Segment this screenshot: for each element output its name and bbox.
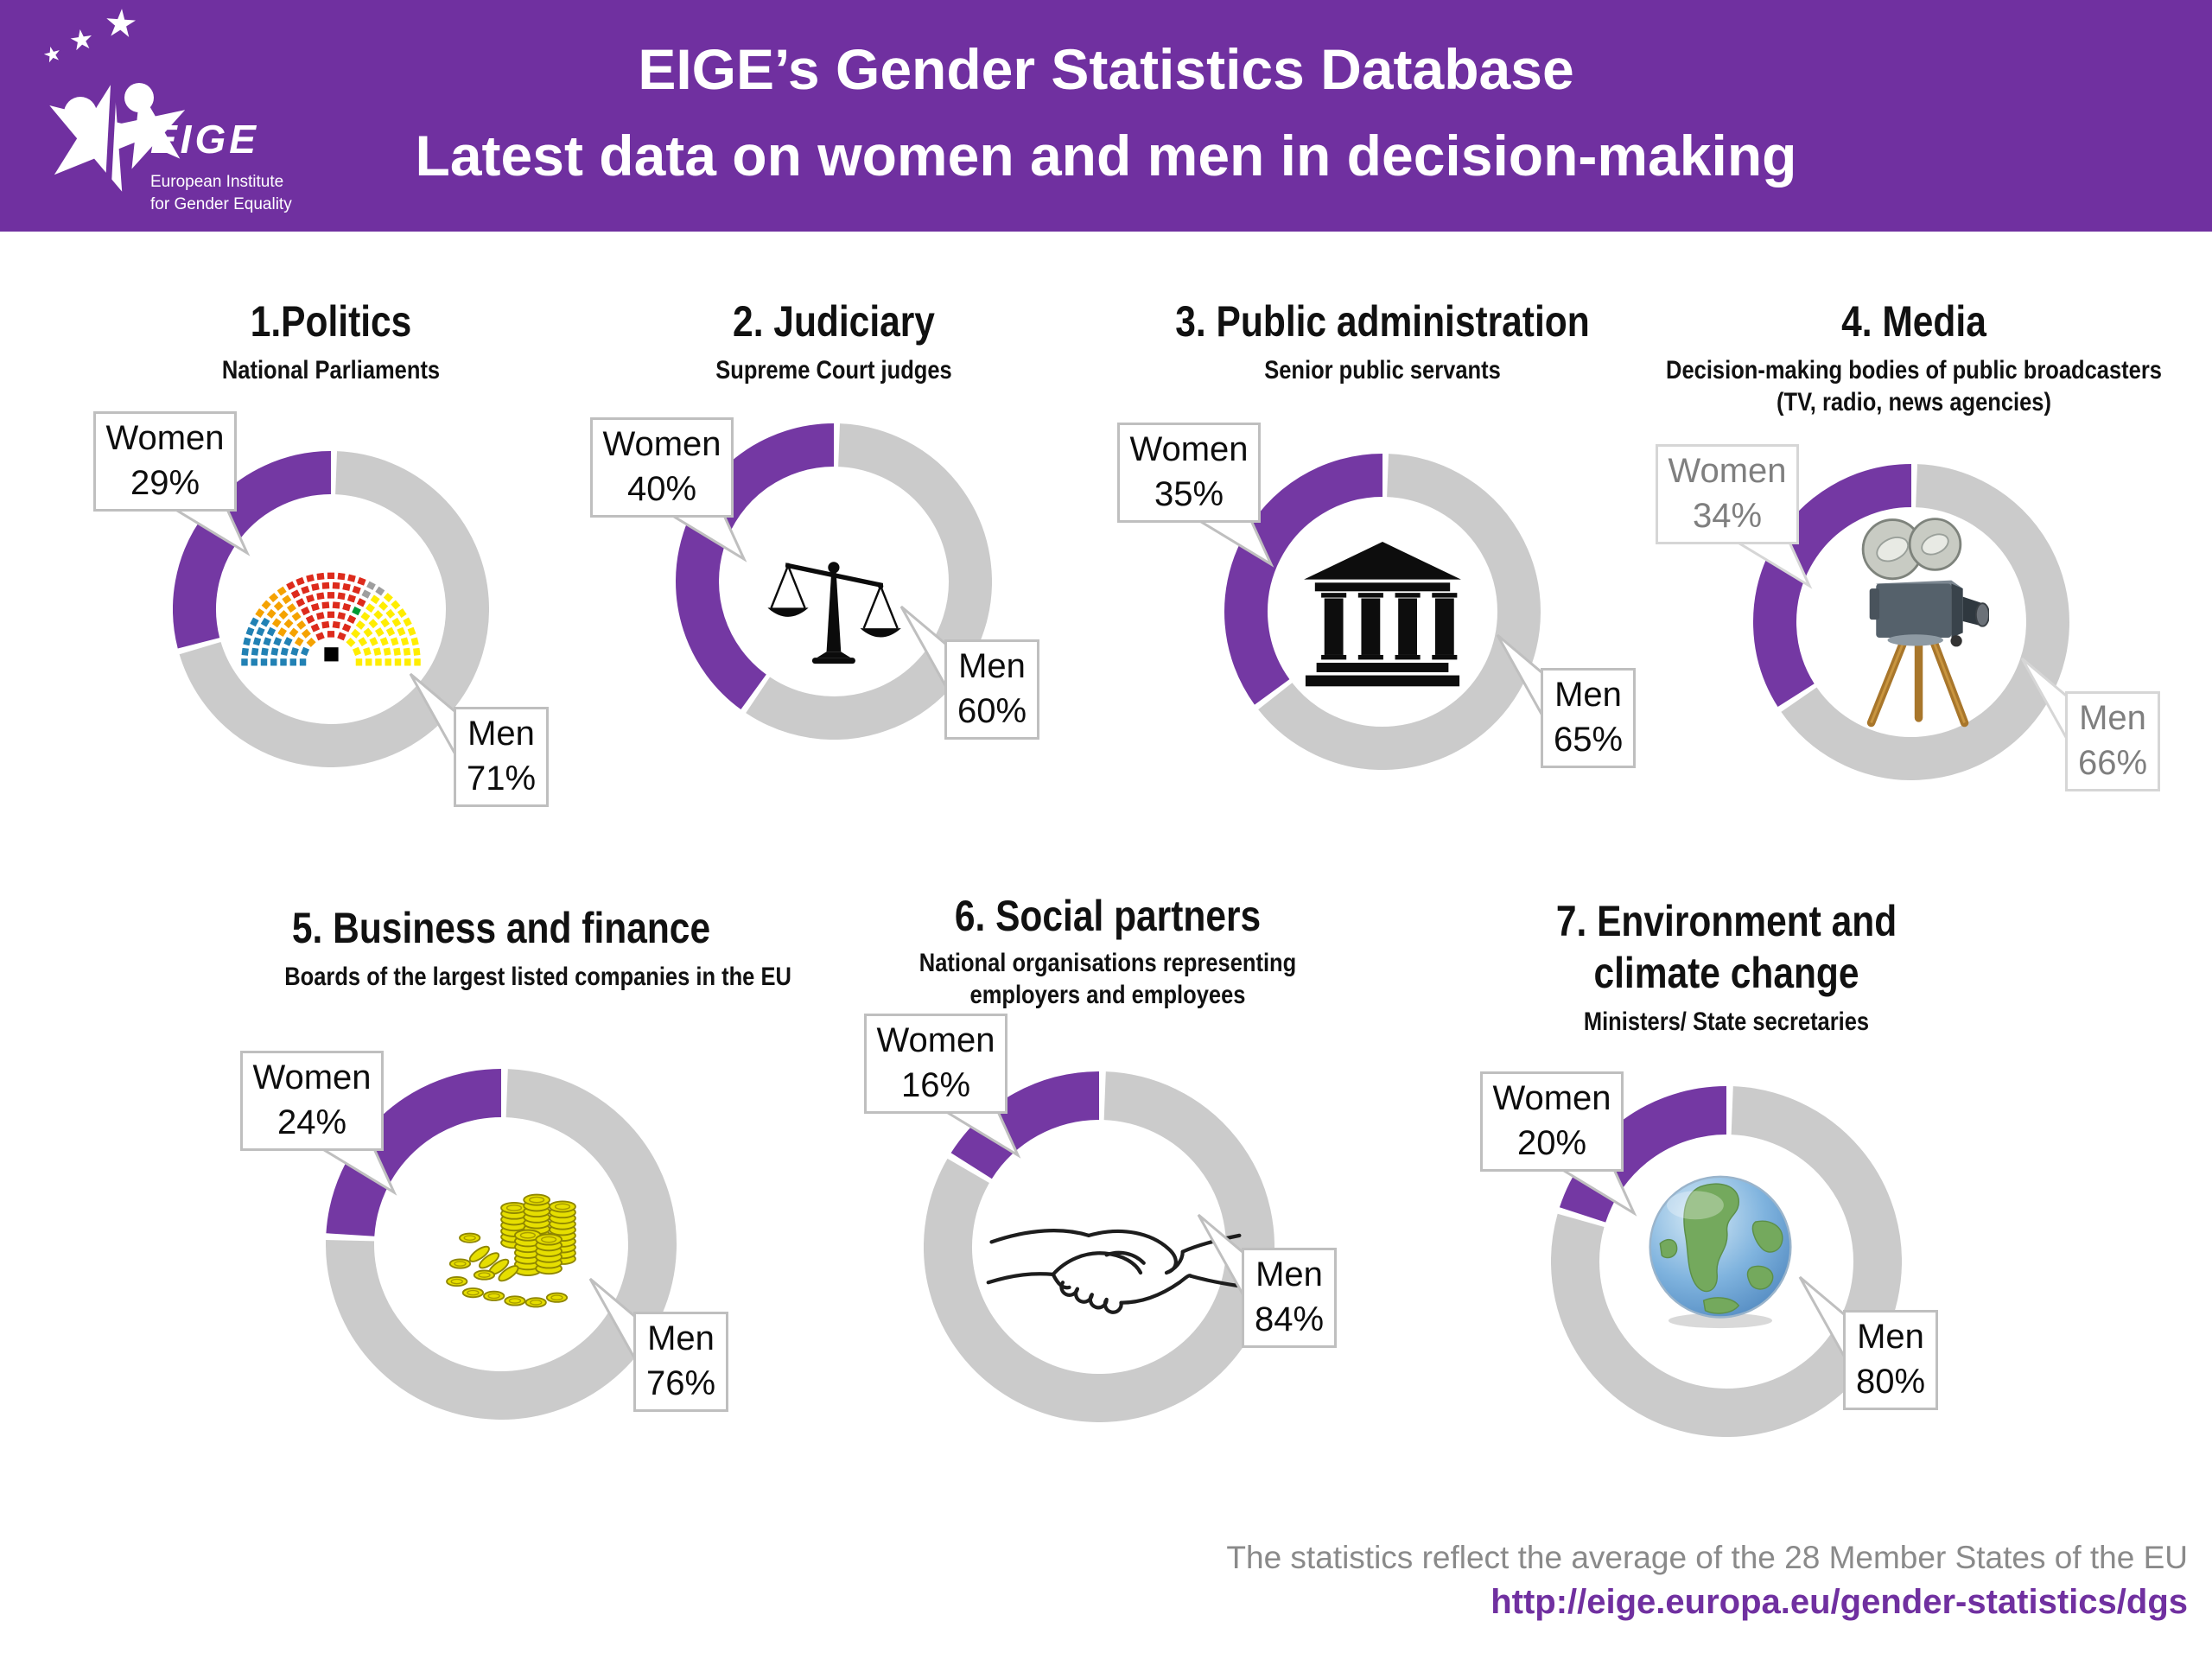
women-label: Women [105, 419, 225, 457]
handshake-icon [986, 1229, 1242, 1314]
women-value: 40% [626, 470, 697, 508]
logo-acronym: EIGE [150, 117, 259, 162]
scales-of-justice-icon [766, 547, 905, 677]
figure-head-icon [124, 83, 154, 112]
page-title-line2: Latest data on women and men in decision… [415, 124, 1797, 188]
gold-coins-icon [436, 1173, 592, 1323]
women-label: Women [876, 1021, 995, 1059]
chart-title: 7. Environment and climate change [1555, 897, 1897, 997]
women-callout: Women 34% [1656, 444, 1799, 544]
women-label: Women [1129, 430, 1249, 468]
chart-subtitle: Senior public servants [1264, 356, 1501, 385]
men-value: 65% [1553, 721, 1624, 759]
chart-title: 4. Media [1841, 297, 1986, 346]
chart-social-partners: 6. Social partners National organisation… [849, 883, 1367, 1488]
women-callout: Women 16% [864, 1014, 1007, 1114]
figure-head-icon [64, 97, 97, 130]
men-label: Men [467, 715, 535, 753]
parliament-seats-icon [239, 571, 423, 667]
women-value: 20% [1516, 1124, 1587, 1162]
men-callout: Men 80% [1843, 1310, 1938, 1410]
men-label: Men [958, 647, 1026, 685]
logo-name-line1: European Institute [150, 173, 284, 191]
men-value: 66% [2077, 744, 2148, 782]
men-label: Men [1255, 1255, 1323, 1294]
men-value: 76% [645, 1364, 716, 1402]
logo-name-line2: for Gender Equality [150, 195, 292, 213]
chart-subtitle: Ministers/ State secretaries [1583, 1007, 1870, 1036]
men-callout: Men 66% [2065, 691, 2160, 791]
men-value: 80% [1855, 1363, 1926, 1401]
chart-business-finance: 5. Business and finance Boards of the la… [240, 895, 791, 1500]
women-value: 29% [130, 464, 200, 502]
chart-subtitle: National organisations representing empl… [918, 949, 1297, 1009]
women-callout: Women 24% [240, 1051, 384, 1151]
men-callout: Men 60% [944, 639, 1039, 740]
movie-camera-icon [1861, 518, 1990, 728]
chart-subtitle: National Parliaments [221, 356, 441, 385]
men-value: 71% [466, 760, 537, 798]
footer: The statistics reflect the average of th… [1226, 1538, 2188, 1626]
women-value: 34% [1692, 497, 1763, 535]
gold-coins-icon [446, 1193, 576, 1308]
women-label: Women [1492, 1079, 1611, 1117]
women-label: Women [252, 1058, 372, 1096]
earth-globe-icon [1644, 1172, 1796, 1335]
chart-environment-climate: 7. Environment and climate change Minist… [1459, 888, 1994, 1502]
men-callout: Men 84% [1242, 1248, 1337, 1348]
chart-title: 1.Politics [250, 297, 412, 346]
earth-globe-icon [1649, 1175, 1792, 1329]
women-value: 16% [900, 1066, 971, 1104]
chart-title: 2. Judiciary [733, 297, 935, 346]
eige-logo: ★ ★ ★ ★ ★ EIGE European Institute for Ge… [16, 2, 391, 230]
chart-subtitle: Decision-making bodies of public broadca… [1666, 356, 2162, 416]
men-callout: Men 76% [633, 1312, 728, 1412]
chart-public-administration: 3. Public administration Senior public s… [1117, 289, 1646, 885]
men-value: 84% [1254, 1300, 1325, 1338]
women-callout: Women 35% [1117, 423, 1261, 523]
men-label: Men [2079, 699, 2146, 737]
government-building-icon [1296, 531, 1469, 704]
chart-title: 3. Public administration [1175, 297, 1590, 346]
men-label: Men [1857, 1318, 1924, 1356]
women-callout: Women 29% [93, 411, 237, 512]
movie-camera-icon [1834, 512, 1990, 737]
footer-url-link[interactable]: http://eige.europa.eu/gender-statistics/… [1491, 1583, 2188, 1621]
men-value: 60% [957, 692, 1027, 730]
women-label: Women [1668, 452, 1787, 490]
chart-politics: 1.Politics National Parliaments Women 29… [76, 289, 586, 885]
handshake-icon [985, 1201, 1244, 1323]
page-title: EIGE’s Gender Statistics Database Latest… [0, 26, 2212, 199]
women-callout: Women 40% [590, 417, 734, 518]
chart-title: 6. Social partners [954, 892, 1262, 940]
men-label: Men [1554, 676, 1622, 714]
chart-media: 4. Media Decision-making bodies of publi… [1646, 289, 2182, 885]
government-building-icon [1304, 542, 1461, 687]
women-label: Women [602, 425, 721, 463]
footer-note: The statistics reflect the average of th… [1226, 1540, 2188, 1575]
women-callout: Women 20% [1480, 1071, 1624, 1172]
chart-judiciary: 2. Judiciary Supreme Court judges Women … [579, 289, 1089, 885]
page-title-line1: EIGE’s Gender Statistics Database [638, 37, 1574, 101]
chart-subtitle: Supreme Court judges [715, 356, 952, 385]
men-callout: Men 71% [454, 707, 549, 807]
chart-title: 5. Business and finance [291, 904, 711, 952]
men-label: Men [647, 1319, 715, 1357]
women-value: 35% [1154, 475, 1224, 513]
chart-subtitle: Boards of the largest listed companies i… [284, 963, 791, 991]
header-bar: ★ ★ ★ ★ ★ EIGE European Institute for Ge… [0, 0, 2212, 232]
scales-of-justice-icon [767, 562, 901, 664]
women-value: 24% [276, 1103, 347, 1141]
parliament-seats-icon [232, 560, 430, 673]
men-callout: Men 65% [1541, 668, 1636, 768]
